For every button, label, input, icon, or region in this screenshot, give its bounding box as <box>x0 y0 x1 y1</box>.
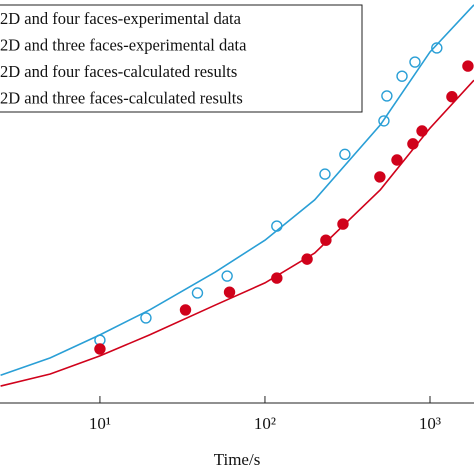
legend-label: 2D and four faces-experimental data <box>0 9 242 28</box>
data-point <box>191 287 204 299</box>
data-point <box>319 168 331 180</box>
data-point <box>337 218 349 230</box>
data-point <box>396 70 408 82</box>
data-point <box>381 90 393 102</box>
data-point <box>462 60 474 72</box>
legend-label: 2D and four faces-calculated results <box>0 62 237 81</box>
data-point <box>221 270 233 282</box>
data-point <box>223 286 236 298</box>
legend-box <box>0 4 363 113</box>
x-axis-label: Time/s <box>214 450 261 469</box>
data-point <box>391 154 403 166</box>
calc-line <box>0 4 474 376</box>
calc-line <box>0 79 474 387</box>
data-point <box>179 304 192 316</box>
x-tick-label: 10³ <box>419 414 441 433</box>
x-tick-label: 10² <box>254 414 276 433</box>
data-point <box>374 171 386 183</box>
data-point <box>446 91 458 103</box>
x-tick-label: 10¹ <box>89 414 111 433</box>
data-point <box>94 343 106 355</box>
legend-label: 2D and three faces-calculated results <box>0 89 243 108</box>
data-point <box>431 42 443 54</box>
data-point <box>339 148 351 161</box>
data-point <box>378 115 390 127</box>
legend-label: 2D and three faces-experimental data <box>0 36 247 55</box>
data-point <box>320 234 332 246</box>
data-point <box>140 312 152 324</box>
data-point <box>409 56 421 68</box>
